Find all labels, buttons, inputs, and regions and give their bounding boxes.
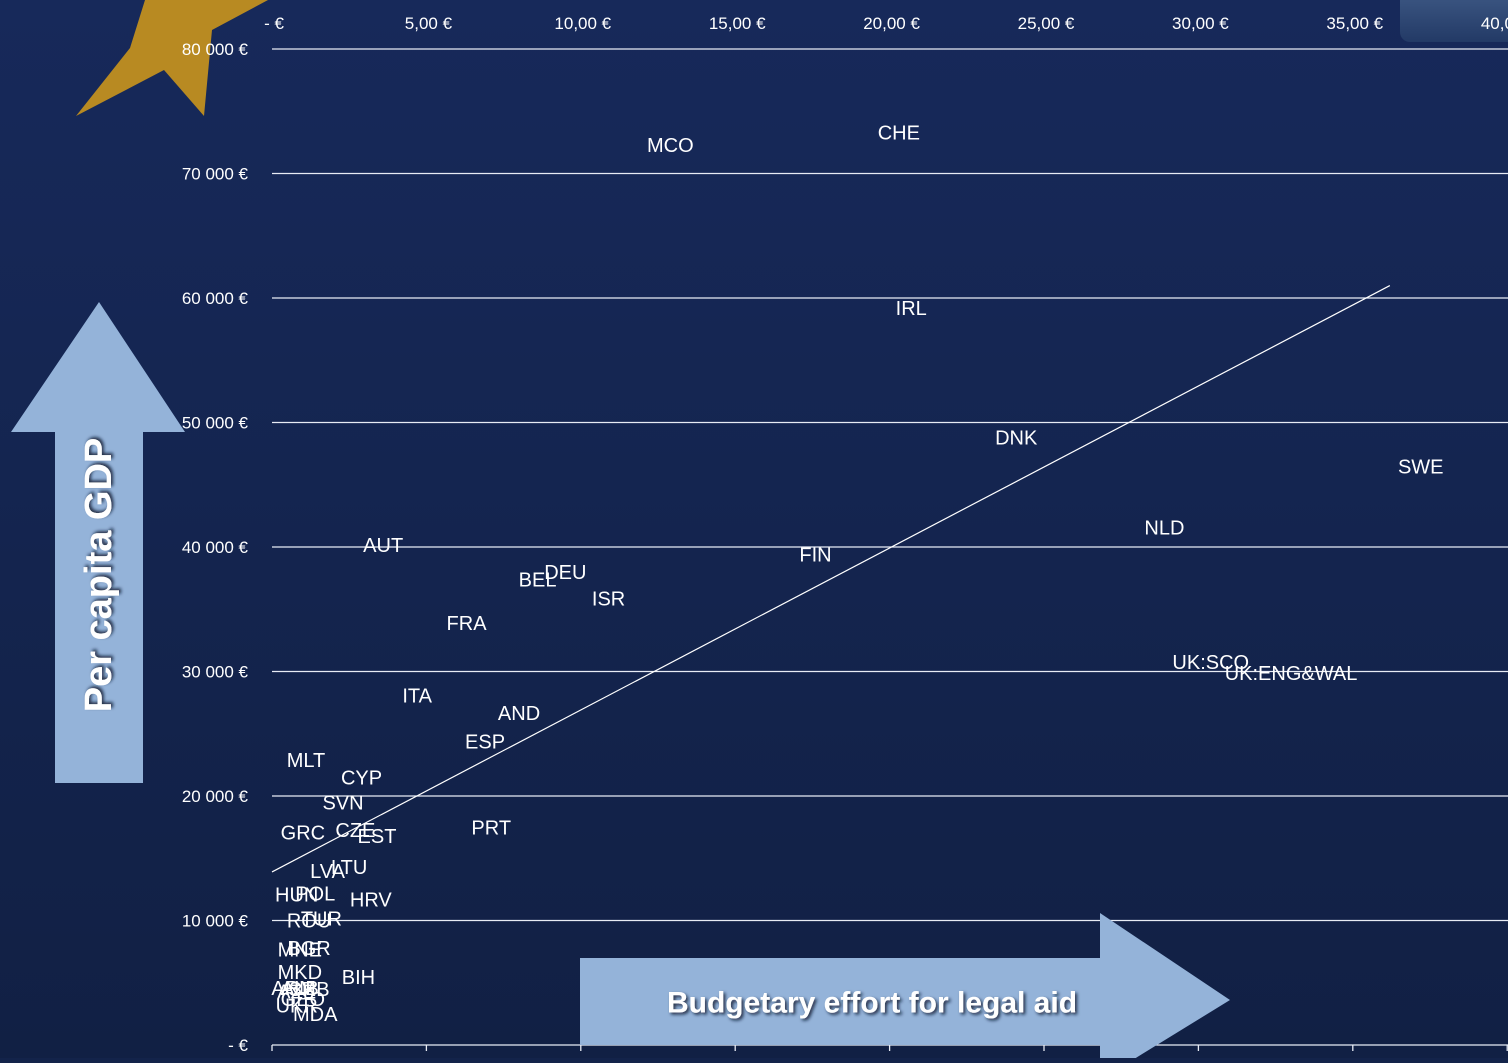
data-point-label: CZE xyxy=(335,820,375,842)
data-point-label: FRA xyxy=(447,613,488,635)
data-point-label: HUN xyxy=(275,885,318,907)
data-point-label: SRB xyxy=(288,979,329,1001)
x-tick-label: 10,00 € xyxy=(554,14,611,33)
data-point-label: UKR xyxy=(276,995,318,1017)
star-icon xyxy=(76,0,268,116)
y-tick-label: 60 000 € xyxy=(182,289,249,308)
data-point-label: GRC xyxy=(281,822,325,844)
data-point-label: MCO xyxy=(647,135,694,157)
data-point-label: CYP xyxy=(341,768,382,790)
grid-lines xyxy=(272,48,1508,922)
y-axis-label: Per capita GDP xyxy=(78,438,120,713)
trend-line xyxy=(271,285,1391,873)
corner-tab-decoration xyxy=(1400,0,1508,42)
y-tick-label: 50 000 € xyxy=(182,414,249,433)
y-tick-label: 30 000 € xyxy=(182,663,249,682)
data-point-label: ARM xyxy=(271,978,315,1000)
up-arrow-icon xyxy=(11,302,185,783)
data-point-label: UK:ENG&WAL xyxy=(1225,663,1358,685)
data-point-label: MKD xyxy=(278,962,322,984)
y-axis-tick-labels: - € 10 000 € 20 000 € 30 000 € 40 000 € 50 00… xyxy=(182,40,249,1055)
data-point-label: DNK xyxy=(995,428,1038,450)
y-tick-label: 10 000 € xyxy=(182,912,249,931)
data-point-label: ISR xyxy=(592,588,625,610)
data-point-label: EST xyxy=(358,826,397,848)
right-arrow-icon xyxy=(580,913,1230,1063)
data-point-label: MNE xyxy=(278,939,322,961)
data-point-label: AUT xyxy=(363,535,403,557)
x-tick-label: 30,00 € xyxy=(1172,14,1229,33)
y-tick-label: - € xyxy=(228,1036,248,1055)
data-point-label: TUR xyxy=(301,908,342,930)
data-point-label: CHE xyxy=(878,123,920,145)
data-point-label: MLT xyxy=(287,750,326,772)
data-point-label: POL xyxy=(295,883,335,905)
data-point-label: LTU xyxy=(331,857,367,879)
data-point-label: IRL xyxy=(896,298,927,320)
x-tick-label: 20,00 € xyxy=(863,14,920,33)
x-tick-label: 15,00 € xyxy=(709,14,766,33)
y-tick-label: 40 000 € xyxy=(182,538,249,557)
data-point-label: AND xyxy=(498,703,540,725)
data-point-label: MDA xyxy=(293,1004,338,1026)
data-point-label: UK:SCO xyxy=(1172,652,1249,674)
x-axis-tick-labels: - € 5,00 € 10,00 € 15,00 € 20,00 € 25,00 € 30,… xyxy=(264,14,1508,33)
y-tick-label: 20 000 € xyxy=(182,787,249,806)
data-point-label: ALB xyxy=(281,978,319,1000)
x-tick-label: - € xyxy=(264,14,284,33)
data-point-label: ESP xyxy=(465,731,505,753)
data-point-label: NLD xyxy=(1144,517,1184,539)
data-point-label: FIN xyxy=(799,545,831,567)
data-point-label: SWE xyxy=(1398,456,1444,478)
data-point-label: BEL xyxy=(519,570,557,592)
data-point-label: AZE xyxy=(277,982,316,1004)
y-tick-label: 70 000 € xyxy=(182,165,249,184)
y-tick-label: 80 000 € xyxy=(182,40,249,59)
x-tick-label: 5,00 € xyxy=(405,14,453,33)
x-axis-label: Budgetary effort for legal aid xyxy=(667,987,1077,1020)
data-point-label: BGR xyxy=(287,938,330,960)
x-tick-label: 40,00 € xyxy=(1481,14,1508,33)
data-point-label: LVA xyxy=(310,861,345,883)
data-point-label: GEO xyxy=(281,989,325,1011)
x-tick-label: 35,00 € xyxy=(1326,14,1383,33)
data-point-label: ROU xyxy=(287,911,331,933)
data-point-label: ITA xyxy=(402,685,432,707)
data-point-label: PRT xyxy=(471,817,511,839)
data-point-label: SVN xyxy=(322,792,363,814)
x-tick-label: 25,00 € xyxy=(1018,14,1075,33)
data-point-label: DEU xyxy=(544,562,586,584)
data-point-label: HRV xyxy=(350,890,393,912)
data-point-label: BIH xyxy=(342,967,375,989)
